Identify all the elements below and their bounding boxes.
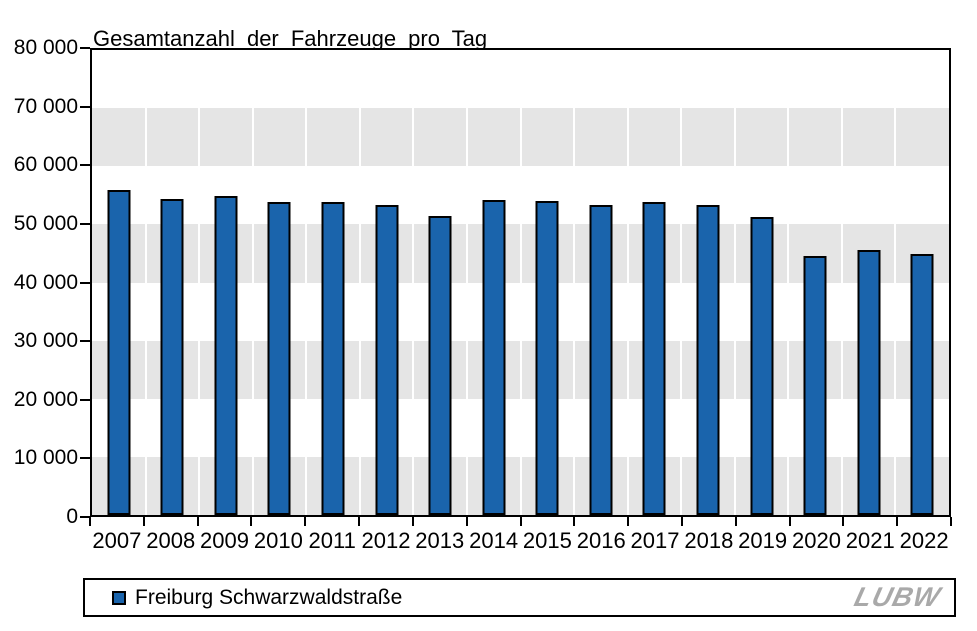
- bar-2016: [589, 204, 613, 515]
- column-separator: [626, 50, 629, 515]
- x-tick-label: 2008: [146, 528, 196, 553]
- y-axis-tick: [80, 222, 90, 225]
- x-tick-label: 2020: [791, 528, 841, 553]
- bar-2019: [750, 216, 774, 515]
- legend-swatch: [112, 590, 126, 605]
- x-axis-tick: [842, 517, 845, 526]
- y-tick-label: 40 000: [13, 270, 78, 294]
- x-axis-tick: [680, 517, 683, 526]
- bar-2012: [375, 205, 399, 515]
- x-axis-tick: [89, 517, 91, 526]
- x-axis-tick: [358, 517, 361, 526]
- y-axis-tick: [80, 164, 90, 167]
- bar-2015: [535, 200, 559, 515]
- column-separator: [787, 50, 790, 515]
- x-tick-label: 2021: [845, 528, 895, 553]
- column-separator: [412, 50, 415, 515]
- bar-2014: [482, 199, 506, 515]
- column-separator: [305, 50, 308, 515]
- x-tick-label: 2016: [576, 528, 626, 553]
- lubw-logo: LUBW: [851, 582, 944, 612]
- column-separator: [840, 50, 843, 515]
- bar-2011: [321, 202, 345, 515]
- x-tick-label: 2015: [522, 528, 572, 553]
- y-tick-label: 20 000: [13, 387, 78, 411]
- bar-2021: [857, 249, 881, 515]
- x-tick-label: 2010: [253, 528, 303, 553]
- column-separator: [144, 50, 147, 515]
- x-tick-label: 2007: [92, 528, 142, 553]
- y-tick-label: 70 000: [13, 94, 78, 118]
- y-axis-tick: [80, 340, 90, 343]
- y-axis-tick: [80, 457, 90, 460]
- column-separator: [680, 50, 683, 515]
- x-tick-label: 2017: [630, 528, 680, 553]
- column-separator: [519, 50, 522, 515]
- bar-2013: [428, 215, 452, 515]
- x-axis-tick: [896, 517, 899, 526]
- x-tick-label: 2019: [738, 528, 788, 553]
- column-separator: [465, 50, 468, 515]
- column-separator: [733, 50, 736, 515]
- y-axis-tick: [80, 47, 90, 49]
- legend-label: Freiburg Schwarzwaldstraße: [135, 585, 403, 609]
- y-tick-label: 30 000: [13, 329, 78, 353]
- y-tick-label: 50 000: [13, 211, 78, 235]
- bar-2017: [642, 201, 666, 515]
- y-axis-tick: [80, 516, 90, 518]
- y-tick-label: 60 000: [13, 153, 78, 177]
- x-axis-tick: [142, 517, 145, 526]
- x-tick-label: 2011: [308, 528, 356, 553]
- x-axis-tick: [573, 517, 576, 526]
- chart-title: Gesamtanzahl der Fahrzeuge pro Tag: [93, 26, 488, 51]
- x-axis-tick: [196, 517, 199, 526]
- y-tick-label: 10 000: [13, 446, 78, 470]
- y-tick-label: 80 000: [13, 36, 78, 59]
- column-separator: [198, 50, 201, 515]
- x-axis-tick: [465, 517, 468, 526]
- x-tick-label: 2014: [469, 528, 519, 553]
- bar-2010: [267, 202, 291, 515]
- y-tick-label: 0: [66, 505, 78, 528]
- bar-2018: [696, 204, 720, 515]
- x-tick-label: 2022: [899, 528, 949, 553]
- column-separator: [251, 50, 254, 515]
- legend: Freiburg Schwarzwaldstraße LUBW: [83, 578, 956, 617]
- x-axis-tick: [627, 517, 630, 526]
- x-axis-tick: [950, 517, 952, 526]
- bar-2022: [910, 254, 934, 515]
- bar-2009: [214, 195, 238, 515]
- y-axis-tick: [80, 281, 90, 284]
- bar-2020: [803, 255, 827, 515]
- column-separator: [358, 50, 361, 515]
- y-axis-tick: [80, 398, 90, 401]
- x-axis-tick: [519, 517, 522, 526]
- column-separator: [573, 50, 576, 515]
- x-axis-tick: [788, 517, 791, 526]
- bar-2008: [160, 199, 184, 515]
- plot-area: [90, 48, 951, 517]
- y-axis-tick: [80, 105, 90, 108]
- x-axis-tick: [734, 517, 737, 526]
- x-tick-label: 2009: [200, 528, 250, 553]
- x-axis-tick: [411, 517, 414, 526]
- x-tick-label: 2013: [415, 528, 465, 553]
- column-separator: [894, 50, 897, 515]
- x-tick-label: 2018: [684, 528, 734, 553]
- bar-2007: [107, 189, 131, 515]
- x-axis-tick: [250, 517, 253, 526]
- x-axis-tick: [304, 517, 307, 526]
- x-tick-label: 2012: [361, 528, 411, 553]
